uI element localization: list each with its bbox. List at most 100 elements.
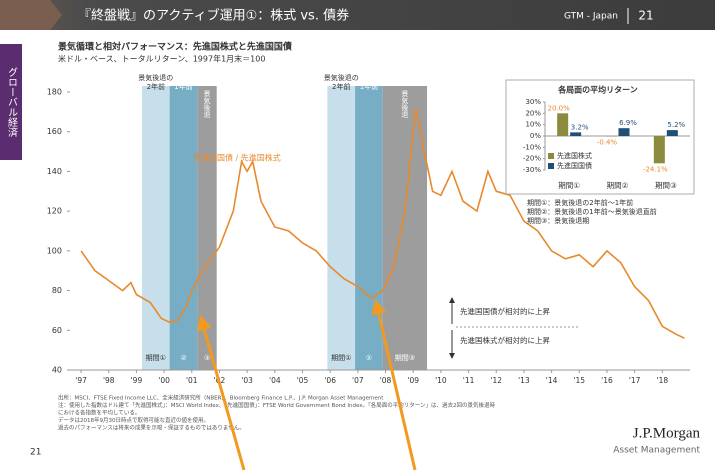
inset-y-tick-label: -30% bbox=[523, 166, 541, 174]
inset-category: 期間① bbox=[558, 181, 580, 190]
y-tick-label: 140 bbox=[47, 167, 62, 176]
x-tick-label: '18 bbox=[657, 376, 669, 385]
x-tick-label: '10 bbox=[435, 376, 447, 385]
callout-arrow bbox=[197, 315, 246, 471]
y-tick-label: 180 bbox=[47, 88, 62, 97]
period-top-label: 1年前 bbox=[174, 82, 192, 91]
inset-bar bbox=[653, 136, 665, 164]
inset-bar bbox=[618, 128, 630, 136]
period-top-label: 1年前 bbox=[360, 82, 378, 91]
y-tick-label: 80 bbox=[52, 286, 62, 295]
period-top-label: 景気後退 bbox=[401, 90, 409, 119]
y-tick-label: 160 bbox=[47, 127, 62, 136]
period-band bbox=[382, 86, 428, 370]
inset-value-label: -0.4% bbox=[597, 138, 618, 146]
period-band bbox=[327, 86, 356, 370]
period-bottom-label: 期間① bbox=[331, 354, 351, 362]
x-tick-label: '01 bbox=[186, 376, 198, 385]
period-band bbox=[169, 86, 198, 370]
inset-value-label: -24.1% bbox=[643, 165, 668, 173]
period-bottom-label: ② bbox=[180, 354, 186, 362]
period-band bbox=[197, 86, 217, 370]
callout-arrow bbox=[371, 299, 417, 471]
series-label: 先進国国債 / 先進国株式 bbox=[193, 153, 281, 163]
x-tick-label: '04 bbox=[269, 376, 281, 385]
header-page: 21 bbox=[638, 9, 653, 23]
y-tick-label: 60 bbox=[52, 326, 62, 335]
footnote: における各指数を平均している。 bbox=[58, 409, 140, 417]
inset-chart: 30% 20% 10% 0% -10% -20% -30% 期間① 20.0% 3.2% 期間② -0… bbox=[523, 98, 690, 225]
inset-bar bbox=[666, 130, 678, 136]
period-top-label: 景気後退の bbox=[324, 73, 359, 82]
header-bar bbox=[0, 0, 715, 30]
sidebar-label: グローバル経済 bbox=[6, 67, 18, 138]
header-title: 『終盤戦』のアクティブ運用①：株式 vs. 債券 bbox=[78, 8, 349, 24]
x-tick-label: '99 bbox=[131, 376, 143, 385]
x-tick-label: '16 bbox=[601, 376, 613, 385]
inset-y-tick-label: 10% bbox=[525, 121, 541, 129]
x-tick-label: '15 bbox=[573, 376, 585, 385]
x-tick-label: '11 bbox=[463, 376, 475, 385]
inset-y-tick-label: 20% bbox=[525, 109, 541, 117]
inset-note: 期間③：景気後退期 bbox=[527, 216, 589, 225]
y-tick-label: 40 bbox=[52, 366, 62, 375]
period-top-label: 2年前 bbox=[332, 82, 350, 91]
y-tick-label: 120 bbox=[47, 207, 62, 216]
period-band bbox=[355, 86, 383, 370]
inset-bar bbox=[557, 113, 569, 136]
x-tick-label: '06 bbox=[324, 376, 336, 385]
x-tick-label: '12 bbox=[490, 376, 502, 385]
period-top-label: 景気後退の bbox=[138, 73, 173, 82]
sidebar-tab bbox=[0, 44, 22, 160]
x-tick-label: '97 bbox=[75, 376, 87, 385]
inset-y-tick-label: -10% bbox=[523, 143, 541, 151]
y-tick-label: 100 bbox=[47, 246, 62, 255]
chart-title: 景気循環と相対パフォーマンス：先進国株式と先進国国債 bbox=[58, 41, 292, 53]
period-bottom-label: 期間③ bbox=[395, 354, 415, 362]
period-bottom-label: 期間① bbox=[146, 354, 166, 362]
period-top-label: 景気後退 bbox=[203, 90, 211, 119]
inset-note: 期間②：景気後退の1年前～景気後退直前 bbox=[527, 207, 657, 216]
inset-category: 期間③ bbox=[655, 181, 677, 190]
inset-note: 期間①：景気後退の2年前～1年前 bbox=[527, 198, 633, 207]
chart-subtitle: 米ドル・ベース、トータルリターン、1997年1月末＝100 bbox=[58, 54, 265, 64]
legend-label: 先進国国債 bbox=[557, 161, 592, 170]
period-band bbox=[141, 86, 170, 370]
annotation-up: 先進国国債が相対的に上昇 bbox=[460, 306, 550, 316]
x-tick-label: '03 bbox=[241, 376, 253, 385]
inset-y-tick-label: 0% bbox=[530, 132, 541, 140]
footnote: 出所：MSCI、FTSE Fixed Income LLC、全米経済研究所（NB… bbox=[58, 394, 384, 402]
x-tick-label: '14 bbox=[546, 376, 558, 385]
footnote: データは2018年9月30日時点で取得可能な直近の値を使用。 bbox=[58, 416, 209, 424]
inset-bar bbox=[570, 132, 582, 136]
legend-swatch bbox=[548, 163, 554, 169]
x-tick-label: '98 bbox=[103, 376, 115, 385]
footnotes: 出所：MSCI、FTSE Fixed Income LLC、全米経済研究所（NB… bbox=[58, 394, 496, 432]
inset-value-label: 20.0% bbox=[548, 104, 571, 112]
x-tick-label: '13 bbox=[518, 376, 530, 385]
inset-value-label: 3.2% bbox=[571, 123, 589, 131]
x-tick-label: '00 bbox=[158, 376, 170, 385]
inset-value-label: 5.2% bbox=[667, 121, 685, 129]
logo: J.P.Morgan bbox=[633, 425, 701, 441]
main-chart: 景気後退の2年前期間①1年前②景気後退③景気後退の2年前期間①1年前②景気後退期… bbox=[47, 73, 690, 385]
inset-y-tick-label: -20% bbox=[523, 155, 541, 163]
x-tick-label: '05 bbox=[297, 376, 309, 385]
series-line bbox=[80, 107, 685, 339]
period-bottom-label: ② bbox=[366, 354, 372, 362]
footnote: 注：使用した指数はドル建て「先進国株式」：MSCI World Index、「先… bbox=[58, 401, 496, 409]
period-bottom-label: ③ bbox=[204, 354, 210, 362]
inset-y-tick-label: 30% bbox=[525, 98, 541, 106]
x-tick-label: '09 bbox=[407, 376, 419, 385]
header-chevron bbox=[0, 0, 62, 30]
x-tick-label: '07 bbox=[352, 376, 364, 385]
period-top-label: 2年前 bbox=[147, 82, 165, 91]
x-tick-label: '17 bbox=[629, 376, 641, 385]
page-number: 21 bbox=[30, 448, 41, 458]
annotation-down: 先進国株式が相対的に上昇 bbox=[460, 335, 550, 345]
footnote: 過去のパフォーマンスは将来の成果を示唆・保証するものではありません。 bbox=[58, 424, 245, 432]
inset-value-label: 6.9% bbox=[619, 119, 637, 127]
logo-sub: Asset Management bbox=[613, 446, 700, 456]
inset-category: 期間② bbox=[607, 181, 629, 190]
